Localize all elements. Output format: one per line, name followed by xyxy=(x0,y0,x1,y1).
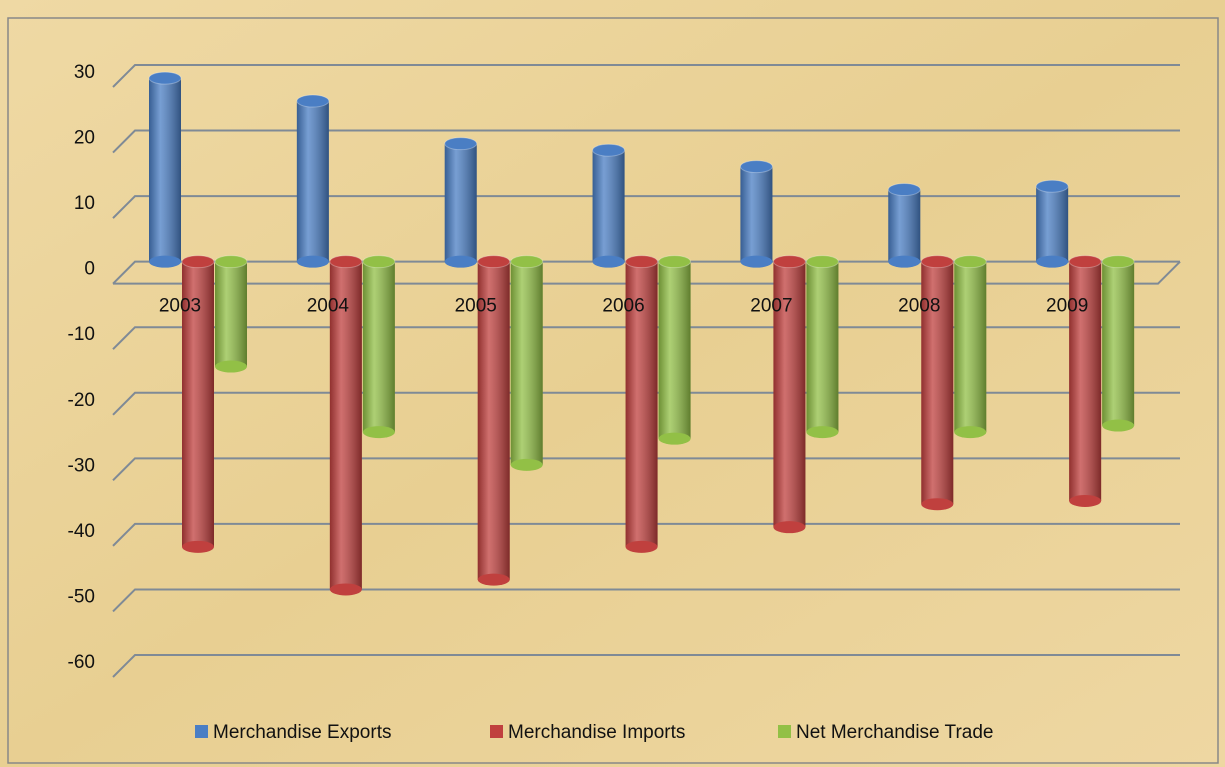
bar-base xyxy=(444,255,477,268)
floor-line xyxy=(113,260,1181,285)
bar-cap xyxy=(148,71,182,85)
bar-shade xyxy=(329,261,362,590)
bar-shade xyxy=(773,261,806,528)
bar-shade xyxy=(806,261,839,433)
legend-swatch xyxy=(490,725,503,738)
bar-cap xyxy=(625,255,659,269)
bar-shade xyxy=(1069,261,1102,501)
grid-line xyxy=(112,588,1180,613)
grid-line xyxy=(112,195,1180,219)
y-tick-label: -60 xyxy=(68,652,95,673)
chart-border xyxy=(7,17,1219,764)
bar-cap xyxy=(592,143,626,157)
bar-base xyxy=(658,432,691,445)
grid-line xyxy=(112,654,1180,678)
bar-base xyxy=(329,583,362,596)
bar-cap xyxy=(296,94,330,108)
bar-cap xyxy=(444,137,478,151)
bar-cap xyxy=(181,255,215,269)
bar-cap xyxy=(805,255,839,269)
y-tick-label: -40 xyxy=(68,521,95,542)
x-tick-label: 2005 xyxy=(455,296,497,317)
bar-cap xyxy=(953,255,987,269)
y-tick-label: 0 xyxy=(84,259,95,280)
bar-shade xyxy=(592,150,625,262)
bar-base xyxy=(149,255,181,268)
bar-base xyxy=(182,540,214,553)
bar-base xyxy=(625,540,658,553)
bar-cap xyxy=(214,255,248,269)
bar-base xyxy=(954,426,987,439)
bar-shade xyxy=(921,261,954,505)
y-tick-label: -30 xyxy=(68,455,95,476)
bar-cap xyxy=(1101,255,1135,269)
x-tick-label: 2004 xyxy=(307,296,350,317)
x-tick-label: 2006 xyxy=(602,296,644,317)
bar-cap xyxy=(477,255,511,269)
bar-base xyxy=(773,521,806,534)
bar-shade xyxy=(888,189,921,262)
bar-shade xyxy=(182,261,214,547)
bar-shade xyxy=(477,261,510,580)
legend-swatch xyxy=(195,725,208,738)
legend-label: Merchandise Imports xyxy=(508,722,685,743)
bar-base xyxy=(888,255,921,268)
grid-line xyxy=(112,64,1180,88)
x-tick-label: 2003 xyxy=(159,296,201,317)
x-tick-label: 2008 xyxy=(898,296,940,317)
grid-line xyxy=(112,522,1180,547)
y-tick-label: 10 xyxy=(74,193,95,214)
bar-base xyxy=(1036,255,1069,268)
bar-shade xyxy=(149,78,181,262)
bar-shade xyxy=(625,261,658,547)
bar-base xyxy=(296,255,329,268)
legend-label: Merchandise Exports xyxy=(213,722,391,743)
y-tick-label: 20 xyxy=(74,128,95,149)
bar-base xyxy=(477,573,510,586)
x-tick-label: 2009 xyxy=(1046,296,1088,317)
y-tick-label: -50 xyxy=(68,586,95,607)
bar-shade xyxy=(658,261,691,439)
bar-base xyxy=(1102,419,1135,432)
legend-swatch xyxy=(778,725,791,738)
bar-cap xyxy=(329,255,363,269)
bar-shade xyxy=(296,101,329,262)
bar-cap xyxy=(510,255,544,269)
bar-base xyxy=(1069,494,1102,507)
bar-shade xyxy=(1102,261,1135,426)
bar-cap xyxy=(362,255,396,269)
bar-base xyxy=(921,498,954,511)
bar-cap xyxy=(1035,179,1069,193)
bar-shade xyxy=(740,166,773,262)
grid-line xyxy=(112,457,1180,482)
x-tick-label: 2007 xyxy=(750,296,792,317)
bar-shade xyxy=(444,143,477,262)
bar-base xyxy=(740,255,773,268)
y-tick-label: 30 xyxy=(74,62,95,83)
y-tick-label: -20 xyxy=(68,390,95,411)
bar-cap xyxy=(772,255,806,269)
bar-base xyxy=(215,360,247,373)
bar-cap xyxy=(658,255,692,269)
bar-base xyxy=(806,426,839,439)
bar-base xyxy=(510,458,543,471)
bar-cap xyxy=(1068,255,1102,269)
legend-label: Net Merchandise Trade xyxy=(796,722,994,743)
bar-base xyxy=(362,426,395,439)
bar-shade xyxy=(362,261,395,433)
bar-cap xyxy=(920,255,954,269)
bar-cap xyxy=(739,160,773,174)
bar-base xyxy=(592,255,625,268)
bar-shade xyxy=(215,261,247,367)
bar-shade xyxy=(954,261,987,433)
bar-shade xyxy=(1036,186,1069,262)
bar-shade xyxy=(510,261,543,465)
y-tick-label: -10 xyxy=(68,324,95,345)
bar-cap xyxy=(887,183,921,197)
grid-line xyxy=(112,129,1180,154)
